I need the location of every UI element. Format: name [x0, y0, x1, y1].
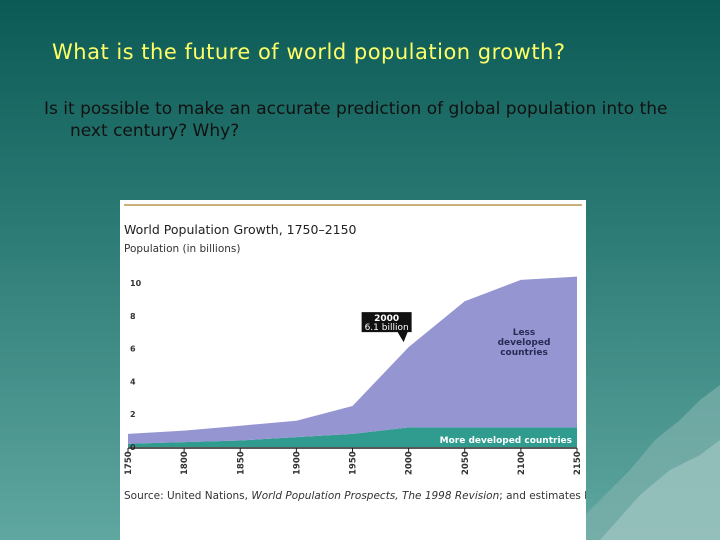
x-tick-label: 2000 [405, 451, 415, 475]
x-tick-label: 1900 [292, 451, 302, 475]
y-axis-label: Population (in billions) [124, 243, 241, 255]
x-tick-label: 1850 [236, 451, 246, 475]
y-tick-label: 4 [130, 377, 136, 386]
x-tick-label: 2050 [461, 451, 471, 475]
source-text: Source: United Nations, [124, 490, 251, 502]
mountain [600, 440, 720, 540]
y-tick-label: 2 [130, 410, 136, 419]
y-tick-label: 6 [130, 345, 136, 354]
source-text: World Population Prospects, The 1998 Rev… [251, 490, 499, 502]
y-tick-label: 10 [130, 279, 142, 288]
source-text: ; and estimates by the Population Refere… [499, 490, 586, 502]
chart: World Population Growth, 1750–2150 Popul… [120, 200, 586, 540]
plot: More developed countries Less developed c… [124, 276, 583, 475]
annotation-year: 2000 [374, 314, 399, 324]
question: Is it possible to make an accurate predi… [44, 99, 668, 141]
source: Source: United Nations, World Population… [124, 490, 586, 502]
area [128, 427, 577, 447]
y-tick-label: 8 [130, 312, 136, 321]
annotation-text: 6.1 billion [365, 323, 409, 333]
legend-label: More developed countries [440, 436, 572, 446]
x-tick-label: 1750 [124, 451, 134, 475]
slide-title: What is the future of world population g… [52, 40, 566, 64]
legend-label: Less developed countries [497, 328, 551, 358]
callout [361, 312, 412, 343]
x-tick-label: 2150 [573, 451, 583, 475]
area [128, 276, 577, 444]
x-tick-label: 1950 [349, 451, 359, 475]
x-tick-label: 1800 [180, 451, 190, 475]
legend-label-box: Less developed countries [497, 328, 551, 358]
chart-title: World Population Growth, 1750–2150 [124, 222, 357, 237]
x-tick-label: 2100 [517, 451, 527, 475]
